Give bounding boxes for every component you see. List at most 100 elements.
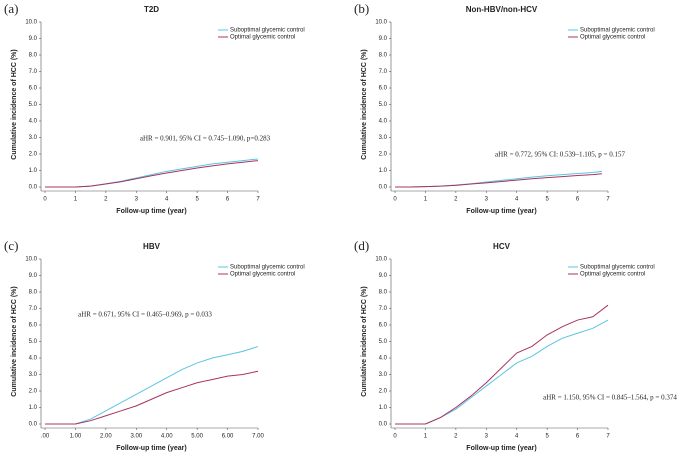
x-tick-label: 2.00 — [100, 434, 112, 440]
y-tick-label: 6.0 — [29, 86, 38, 92]
x-tick-label: .00 — [41, 434, 50, 440]
y-tick-label: 9.0 — [379, 273, 388, 279]
y-tick-label: 6.0 — [29, 323, 38, 329]
series-line — [45, 370, 259, 425]
chart-title: T2D — [144, 5, 159, 14]
y-tick-label: 5.0 — [29, 102, 38, 108]
y-tick-label: 3.0 — [29, 372, 38, 378]
legend-label: Optimal glycemic control — [580, 272, 645, 278]
y-tick-label: 1.0 — [29, 405, 38, 411]
x-tick-label: 1 — [74, 197, 78, 203]
x-tick-label: 2 — [454, 197, 458, 203]
y-tick-label: 3.0 — [379, 372, 388, 378]
y-tick-label: 1.0 — [379, 405, 388, 411]
x-tick-label: 1 — [424, 434, 428, 440]
x-tick-label: 3 — [485, 197, 489, 203]
x-tick-label: 5 — [545, 434, 549, 440]
y-tick-label: 9.0 — [29, 36, 38, 42]
y-axis-title: Cumulative incidence of HCC (%) — [11, 286, 18, 396]
y-axis-title: Cumulative incidence of HCC (%) — [361, 49, 368, 159]
y-tick-label: 5.0 — [379, 102, 388, 108]
x-tick-label: 2 — [454, 434, 458, 440]
legend-label: Suboptimal glycemic control — [580, 265, 655, 271]
x-tick-label: 6 — [576, 197, 580, 203]
y-tick-label: 4.0 — [29, 119, 38, 125]
chart-title: HCV — [493, 242, 511, 251]
y-tick-label: 10.0 — [375, 20, 387, 26]
series-line — [395, 173, 602, 188]
y-tick-label: 9.0 — [379, 36, 388, 42]
x-tick-label: 3 — [135, 197, 139, 203]
x-axis-title: Follow-up time (year) — [116, 208, 186, 215]
y-tick-label: 3.0 — [29, 135, 38, 141]
y-tick-label: 4.0 — [379, 356, 388, 362]
legend-label: Optimal glycemic control — [580, 35, 645, 41]
y-tick-label: 3.0 — [379, 135, 388, 141]
y-tick-label: 10.0 — [25, 257, 37, 263]
x-tick-label: 0 — [393, 434, 397, 440]
series-line — [395, 319, 609, 425]
panel-label: (a) — [4, 1, 18, 16]
y-tick-label: 5.0 — [379, 339, 388, 345]
x-tick-label: 7.00 — [252, 434, 264, 440]
chart-title: HBV — [143, 242, 161, 251]
x-axis-title: Follow-up time (year) — [466, 208, 536, 215]
x-tick-label: 7 — [606, 197, 610, 203]
y-tick-label: 5.0 — [29, 339, 38, 345]
x-tick-label: 6.00 — [222, 434, 234, 440]
x-tick-label: 1.00 — [70, 434, 82, 440]
y-tick-label: 2.0 — [29, 389, 38, 395]
legend-label: Suboptimal glycemic control — [580, 28, 655, 34]
x-tick-label: 0 — [43, 197, 47, 203]
annotation: aHR = 0.901, 95% CI = 0.745–1.090, p=0.2… — [140, 135, 271, 143]
y-axis-title: Cumulative incidence of HCC (%) — [361, 286, 368, 396]
y-tick-label: 10.0 — [25, 20, 37, 26]
x-tick-label: 0 — [393, 197, 397, 203]
x-tick-label: 3 — [485, 434, 489, 440]
y-tick-label: 9.0 — [29, 273, 38, 279]
x-axis-title: Follow-up time (year) — [466, 445, 536, 452]
y-tick-label: 0.0 — [29, 422, 38, 428]
y-tick-label: 8.0 — [29, 53, 38, 59]
panel-label: (d) — [354, 238, 369, 253]
y-tick-label: 8.0 — [379, 290, 388, 296]
x-tick-label: 5.00 — [191, 434, 203, 440]
x-tick-label: 7 — [256, 197, 260, 203]
x-tick-label: 7 — [606, 434, 610, 440]
y-tick-label: 8.0 — [29, 290, 38, 296]
x-tick-label: 3.00 — [130, 434, 142, 440]
y-tick-label: 2.0 — [379, 152, 388, 158]
x-tick-label: 6 — [226, 197, 230, 203]
y-tick-label: 2.0 — [379, 389, 388, 395]
y-tick-label: 10.0 — [375, 257, 387, 263]
x-tick-label: 4.00 — [161, 434, 173, 440]
legend-label: Suboptimal glycemic control — [230, 265, 305, 271]
y-tick-label: 7.0 — [379, 69, 388, 75]
y-tick-label: 1.0 — [29, 168, 38, 174]
y-tick-label: 4.0 — [29, 356, 38, 362]
y-tick-label: 7.0 — [29, 306, 38, 312]
y-tick-label: 2.0 — [29, 152, 38, 158]
x-tick-label: 5 — [545, 197, 549, 203]
y-tick-label: 0.0 — [379, 185, 388, 191]
x-tick-label: 1 — [424, 197, 428, 203]
legend-label: Optimal glycemic control — [230, 272, 295, 278]
annotation: aHR = 0.772, 95% CI: 0.539–1.105, p = 0.… — [495, 151, 626, 159]
y-tick-label: 0.0 — [29, 185, 38, 191]
x-tick-label: 4 — [165, 197, 169, 203]
y-tick-label: 6.0 — [379, 323, 388, 329]
y-axis-title: Cumulative incidence of HCC (%) — [11, 49, 18, 159]
series-line — [395, 170, 602, 188]
legend-label: Optimal glycemic control — [230, 35, 295, 41]
panel-label: (b) — [354, 1, 369, 16]
y-tick-label: 1.0 — [379, 168, 388, 174]
series-line — [45, 345, 259, 425]
y-tick-label: 8.0 — [379, 53, 388, 59]
x-tick-label: 4 — [515, 434, 519, 440]
y-tick-label: 7.0 — [29, 69, 38, 75]
x-tick-label: 5 — [195, 197, 199, 203]
x-tick-label: 6 — [576, 434, 580, 440]
series-line — [395, 304, 609, 425]
chart-title: Non-HBV/non-HCV — [466, 5, 538, 14]
y-tick-label: 0.0 — [379, 422, 388, 428]
